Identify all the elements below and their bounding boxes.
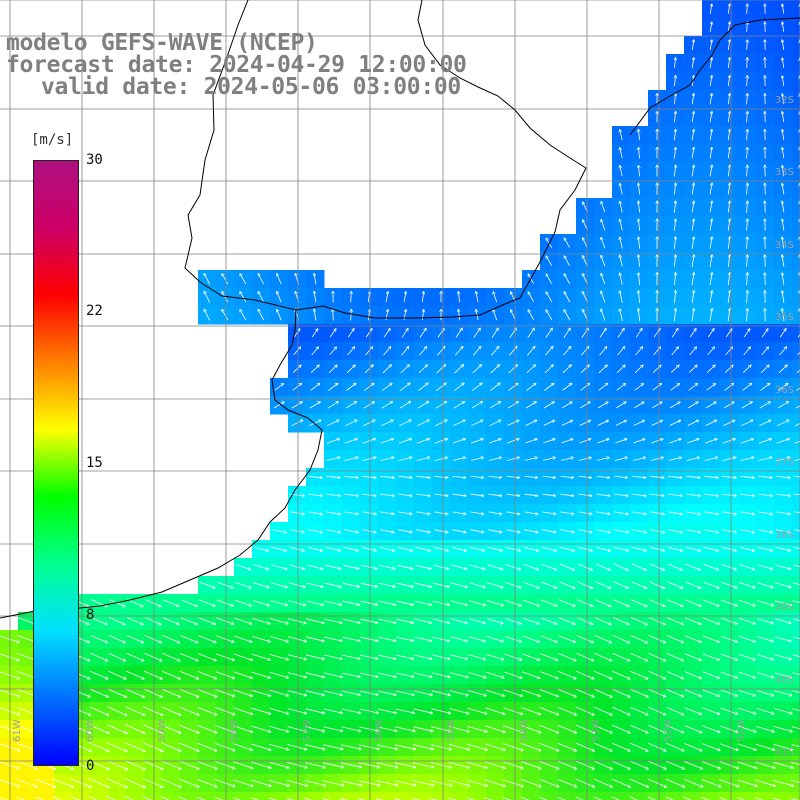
wind-speed-cell <box>432 792 451 800</box>
wind-speed-cell <box>162 792 181 800</box>
wind-speed-cell <box>792 144 800 163</box>
wind-speed-cell <box>792 414 800 433</box>
wind-speed-cell <box>612 792 631 800</box>
lat-label-41s: 41S <box>774 747 794 758</box>
lon-label-56w: 56W <box>374 719 385 742</box>
wind-speed-cell <box>792 648 800 667</box>
wind-speed-cell <box>792 612 800 631</box>
colorbar-tick-0: 0 <box>86 758 95 774</box>
wind-speed-cell <box>414 792 433 800</box>
lat-label-39s: 39S <box>774 602 794 613</box>
colorbar-tick-30: 30 <box>86 152 103 168</box>
wind-speed-cell <box>792 360 800 379</box>
wind-speed-cell <box>792 558 800 577</box>
wind-speed-cell <box>792 36 800 55</box>
wind-speed-cell <box>288 792 307 800</box>
wind-speed-cell <box>306 792 325 800</box>
lon-label-58w: 58W <box>229 719 240 742</box>
wind-speed-cell <box>648 792 667 800</box>
wind-speed-cell <box>792 0 800 19</box>
lat-label-34s: 34S <box>774 240 794 251</box>
wind-speed-cell <box>792 126 800 145</box>
lat-label-36s: 36S <box>774 385 794 396</box>
lon-label-51w: 51W <box>736 719 747 742</box>
wind-speed-cell <box>792 72 800 91</box>
wind-speed-cell <box>378 792 397 800</box>
wind-speed-cell <box>792 450 800 469</box>
wind-speed-cell <box>792 198 800 217</box>
wind-speed-cell <box>792 504 800 523</box>
colorbar-tick-22: 22 <box>86 303 103 319</box>
colorbar <box>33 160 79 766</box>
lat-label-38s: 38S <box>774 530 794 541</box>
colorbar-tick-8: 8 <box>86 607 95 623</box>
colorbar-unit-label: [m/s] <box>31 132 74 148</box>
wind-speed-cell <box>792 306 800 325</box>
wind-speed-cell <box>108 792 127 800</box>
wind-speed-cell <box>90 792 109 800</box>
valid-date: valid date: 2024-05-06 03:00:00 <box>41 74 461 100</box>
lon-label-53w: 53W <box>591 719 602 742</box>
wind-speed-cell <box>630 792 649 800</box>
colorbar-tick-15: 15 <box>86 455 103 471</box>
lon-label-57w: 57W <box>302 719 313 742</box>
wind-speed-cell <box>126 792 145 800</box>
lon-label-60w: 60W <box>85 719 96 742</box>
wind-speed-cell <box>792 720 800 739</box>
wind-speed-cell <box>792 594 800 613</box>
wind-speed-cell <box>792 18 800 37</box>
wind-speed-cell <box>342 792 361 800</box>
wind-speed-cell <box>792 522 800 541</box>
wind-speed-cell <box>792 54 800 73</box>
wind-speed-cell <box>666 792 685 800</box>
lat-label-33s: 33S <box>774 167 794 178</box>
lon-label-52w: 52W <box>663 719 674 742</box>
wind-speed-cell <box>396 792 415 800</box>
wind-speed-cell <box>576 792 595 800</box>
lon-label-55w: 55W <box>446 719 457 742</box>
wind-speed-cell <box>594 792 613 800</box>
wind-speed-cell <box>792 288 800 307</box>
wind-speed-cell <box>324 792 343 800</box>
wind-speed-cell <box>792 396 800 415</box>
lon-label-54w: 54W <box>519 719 530 742</box>
wind-speed-cell <box>792 162 800 181</box>
wind-speed-cell <box>360 792 379 800</box>
lat-label-37s: 37S <box>774 457 794 468</box>
lat-label-35s: 35S <box>774 312 794 323</box>
wind-speed-cell <box>792 234 800 253</box>
wind-speed-cell <box>792 774 800 793</box>
wind-speed-cell <box>792 432 800 451</box>
wind-speed-cell <box>792 378 800 397</box>
wind-speed-cell <box>792 702 800 721</box>
wind-speed-cell <box>792 576 800 595</box>
lon-label-61w: 61W <box>12 719 23 742</box>
wind-speed-cell <box>792 324 800 343</box>
wind-speed-cell <box>792 180 800 199</box>
lat-label-40s: 40S <box>774 675 794 686</box>
wind-speed-cell <box>792 540 800 559</box>
wind-speed-cell <box>792 252 800 271</box>
lon-label-59w: 59W <box>157 719 168 742</box>
wind-speed-cell <box>72 792 91 800</box>
wind-speed-cell <box>792 666 800 685</box>
wind-speed-cell <box>792 216 800 235</box>
wind-speed-cell <box>792 468 800 487</box>
wind-speed-cell <box>792 486 800 505</box>
wind-speed-cell <box>792 630 800 649</box>
wind-speed-cell <box>792 90 800 109</box>
wind-speed-cell <box>792 342 800 361</box>
wind-speed-cell <box>792 270 800 289</box>
wind-speed-cell <box>792 684 800 703</box>
wind-speed-cell <box>144 792 163 800</box>
wind-speed-cell <box>792 108 800 127</box>
lat-label-32s: 32S <box>774 95 794 106</box>
wind-speed-cell <box>450 792 469 800</box>
wind-speed-cell <box>792 756 800 775</box>
